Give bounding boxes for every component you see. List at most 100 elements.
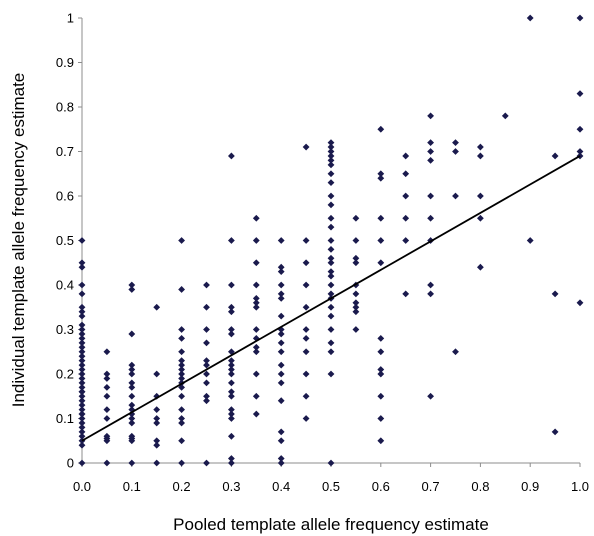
data-point bbox=[576, 90, 584, 98]
data-point bbox=[477, 192, 484, 200]
data-point bbox=[228, 326, 235, 333]
data-point bbox=[302, 281, 310, 289]
data-point bbox=[228, 348, 235, 356]
data-point bbox=[402, 290, 410, 298]
data-point bbox=[327, 268, 335, 276]
data-point bbox=[252, 303, 260, 311]
data-point bbox=[377, 214, 385, 222]
data-point bbox=[103, 406, 111, 413]
data-point bbox=[402, 152, 410, 160]
data-point bbox=[327, 237, 335, 244]
data-point bbox=[576, 125, 584, 133]
data-point bbox=[302, 335, 310, 342]
data-point bbox=[128, 415, 136, 422]
data-point bbox=[78, 352, 86, 360]
data-point bbox=[128, 370, 136, 378]
data-point bbox=[327, 148, 335, 155]
data-point bbox=[228, 281, 235, 289]
data-point bbox=[352, 299, 360, 307]
data-point bbox=[153, 392, 161, 400]
data-point bbox=[277, 339, 285, 347]
data-point bbox=[178, 286, 185, 293]
x-tick-label: 0.3 bbox=[222, 479, 240, 494]
y-tick-label: 0.7 bbox=[56, 144, 74, 159]
x-tick-label: 1.0 bbox=[571, 479, 589, 494]
data-point bbox=[78, 401, 86, 409]
data-point bbox=[78, 415, 86, 422]
data-point bbox=[103, 370, 111, 378]
data-point bbox=[78, 392, 86, 400]
data-point bbox=[277, 428, 285, 436]
data-point bbox=[228, 392, 235, 400]
data-point bbox=[277, 312, 285, 320]
data-point bbox=[576, 14, 584, 22]
data-point bbox=[228, 459, 235, 467]
data-point bbox=[78, 383, 86, 391]
data-point bbox=[203, 361, 210, 369]
data-point bbox=[377, 170, 385, 178]
data-point bbox=[78, 259, 86, 267]
data-point bbox=[252, 259, 260, 267]
data-point bbox=[228, 388, 235, 396]
data-point bbox=[178, 361, 185, 369]
data-point bbox=[178, 326, 185, 333]
data-point bbox=[178, 366, 185, 373]
data-point bbox=[228, 357, 235, 365]
data-point bbox=[78, 379, 86, 387]
data-point bbox=[203, 370, 210, 378]
data-point bbox=[402, 192, 410, 200]
x-tick-label: 0.8 bbox=[471, 479, 489, 494]
y-tick-label: 0.2 bbox=[56, 367, 74, 382]
data-point bbox=[377, 366, 385, 373]
data-point bbox=[228, 415, 235, 422]
data-point bbox=[327, 339, 335, 347]
x-axis-title: Pooled template allele frequency estimat… bbox=[173, 515, 489, 534]
data-point bbox=[228, 361, 235, 369]
data-point bbox=[78, 330, 86, 338]
data-point bbox=[252, 370, 260, 378]
data-point bbox=[178, 415, 185, 422]
y-axis-ticks: 0 0.1 0.2 0.3 0.4 0.5 0.6 0.7 0.8 0.9 1 bbox=[56, 11, 82, 471]
data-point bbox=[78, 357, 86, 365]
data-point bbox=[203, 303, 210, 311]
data-point bbox=[228, 455, 235, 462]
data-point bbox=[103, 375, 111, 382]
data-point bbox=[78, 459, 86, 467]
data-point bbox=[427, 281, 434, 289]
data-point bbox=[377, 125, 385, 133]
data-point bbox=[252, 281, 260, 289]
data-point bbox=[252, 326, 260, 333]
data-point bbox=[327, 281, 335, 289]
data-point bbox=[327, 139, 335, 146]
data-point bbox=[103, 383, 111, 391]
data-point bbox=[252, 294, 260, 302]
data-point bbox=[228, 303, 235, 311]
data-point bbox=[128, 361, 136, 369]
data-point bbox=[327, 214, 335, 222]
data-point bbox=[327, 326, 335, 333]
data-point bbox=[78, 410, 86, 418]
data-point bbox=[78, 397, 86, 405]
data-point bbox=[78, 343, 86, 351]
data-point bbox=[178, 437, 185, 445]
data-point bbox=[252, 392, 260, 400]
data-point bbox=[78, 375, 86, 382]
data-point bbox=[427, 148, 434, 155]
data-point bbox=[128, 459, 136, 467]
x-tick-label: 0.1 bbox=[123, 479, 141, 494]
data-point bbox=[302, 348, 310, 356]
y-tick-label: 0.8 bbox=[56, 100, 74, 115]
data-point bbox=[277, 348, 285, 356]
data-point bbox=[252, 410, 260, 418]
data-point bbox=[302, 370, 310, 378]
data-point bbox=[302, 143, 310, 151]
data-point bbox=[78, 290, 86, 298]
y-tick-label: 0.4 bbox=[56, 278, 74, 293]
data-point bbox=[128, 383, 136, 391]
data-point bbox=[78, 303, 86, 311]
data-point bbox=[78, 281, 86, 289]
data-point bbox=[302, 326, 310, 333]
data-point bbox=[327, 303, 335, 311]
data-point bbox=[78, 339, 86, 347]
data-point bbox=[327, 192, 335, 200]
